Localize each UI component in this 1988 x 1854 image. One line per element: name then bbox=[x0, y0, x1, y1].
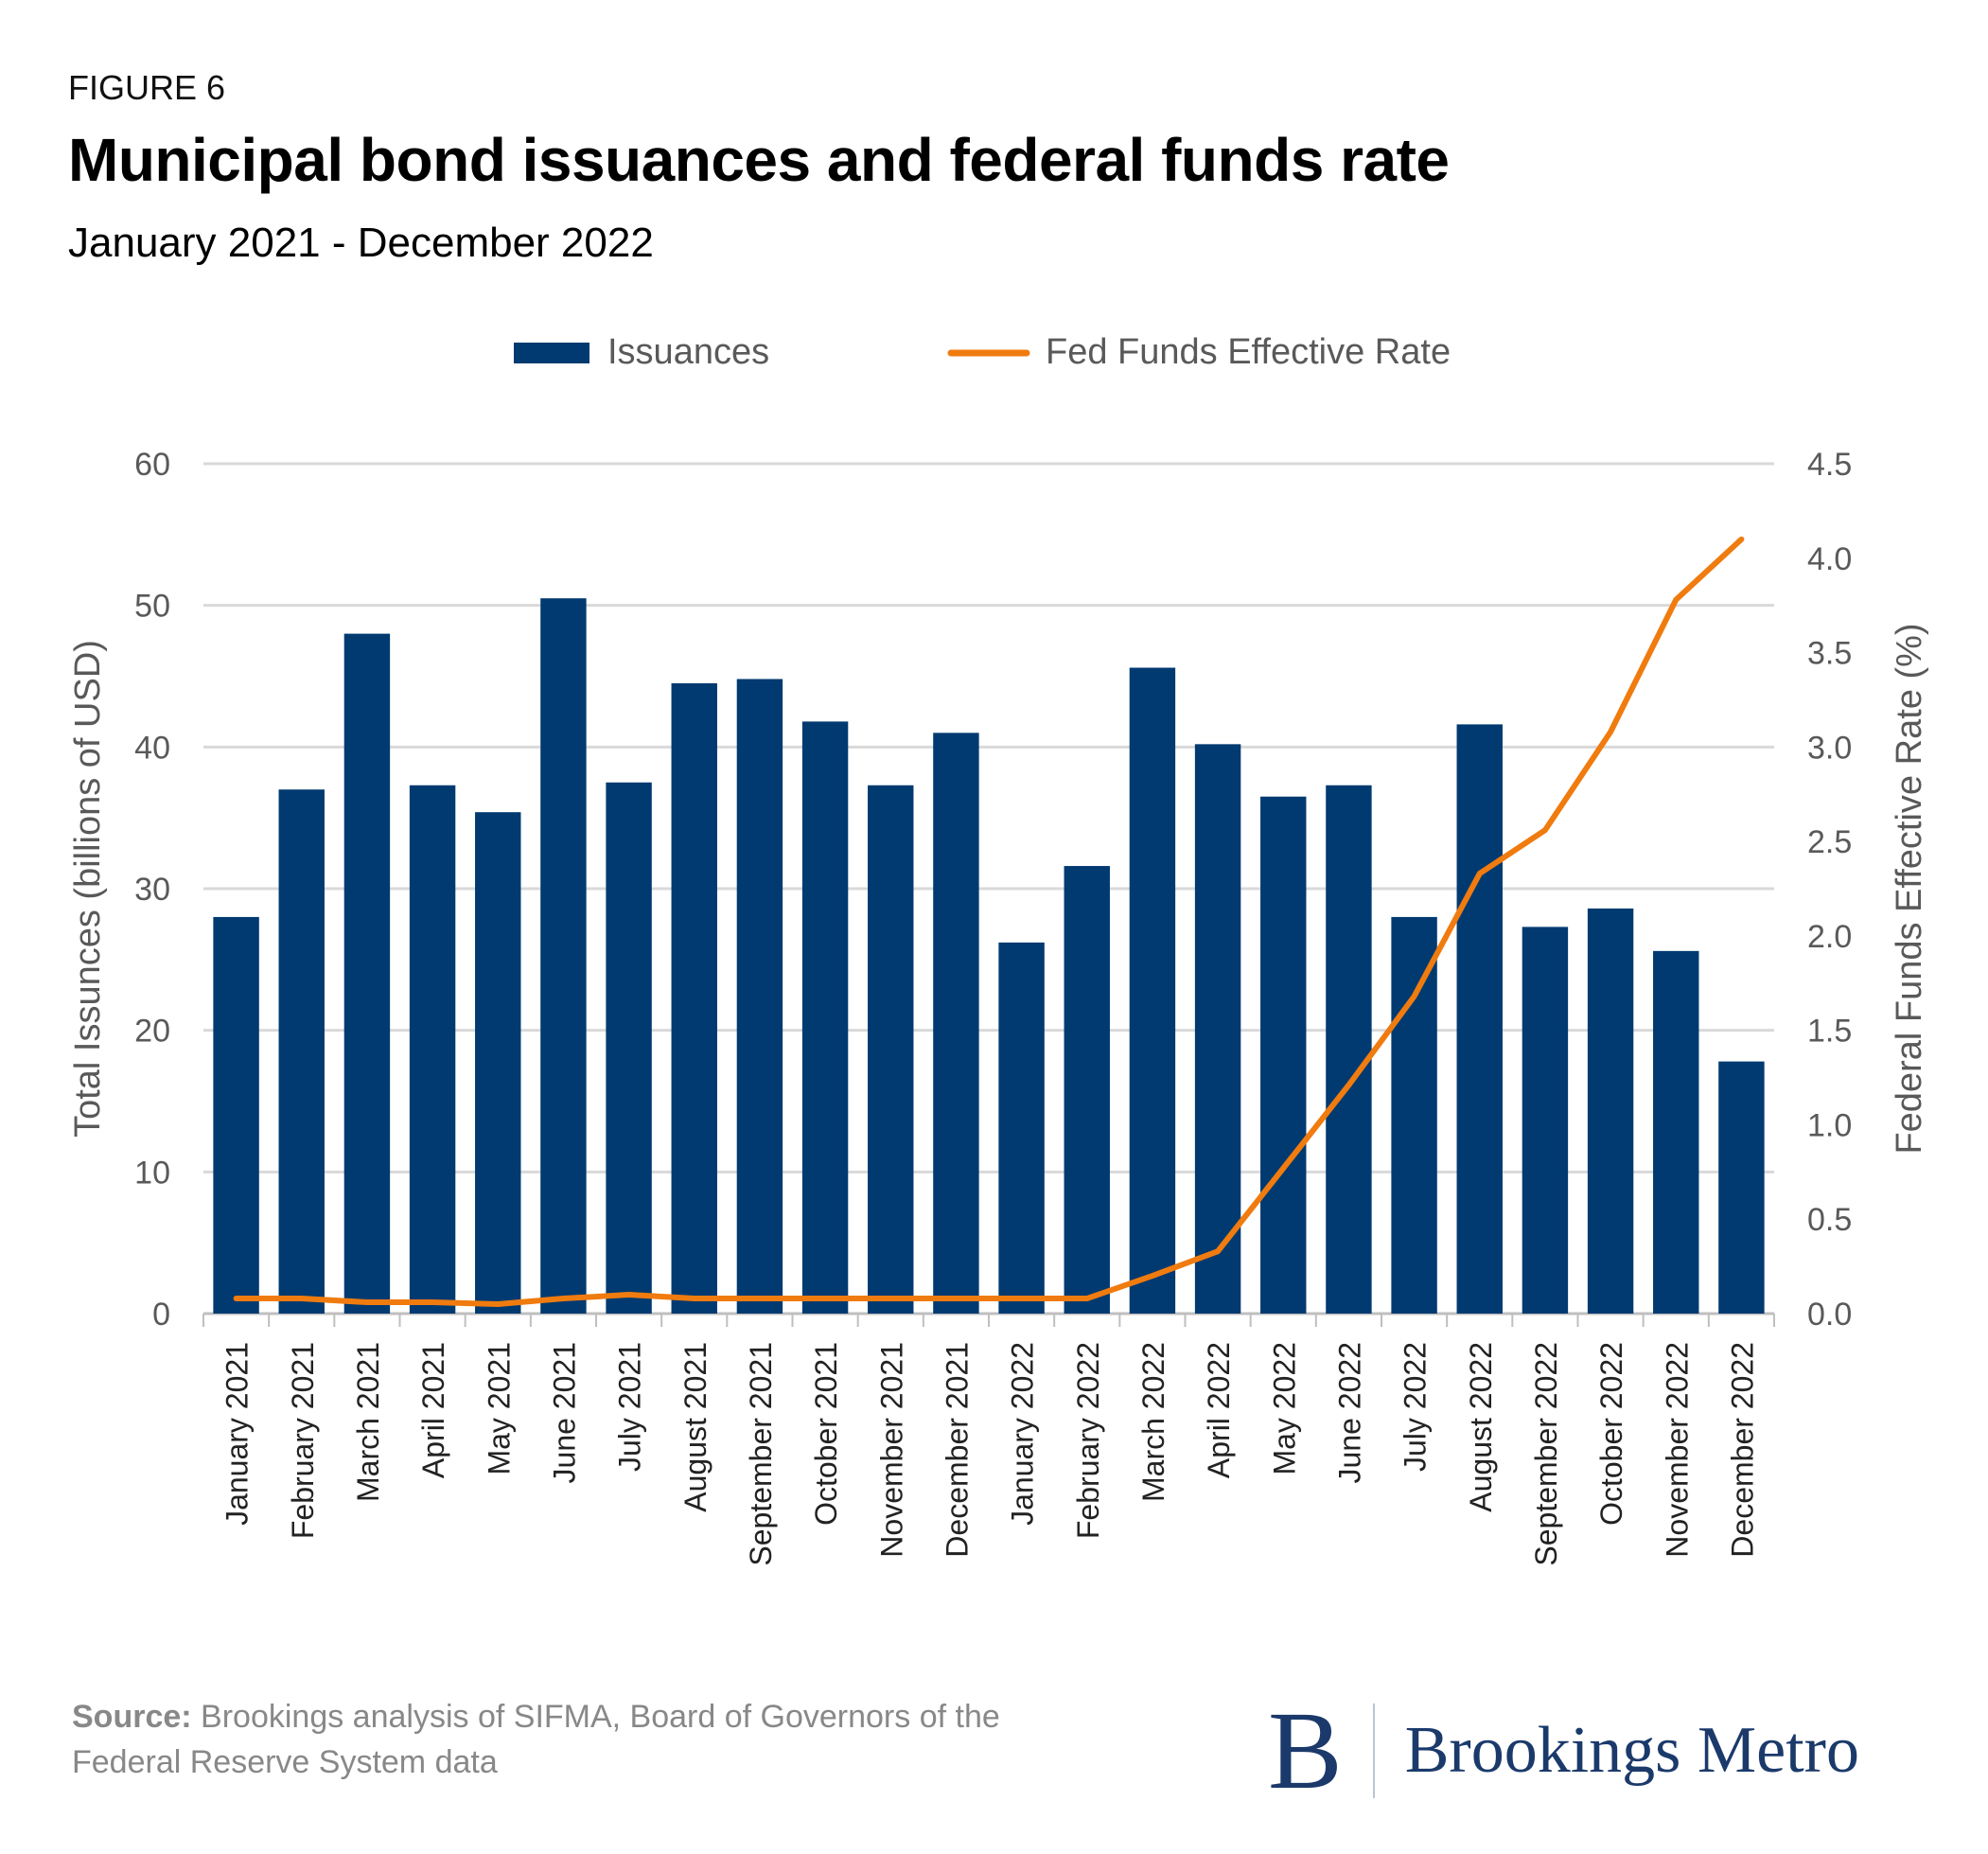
chart-subtitle: January 2021 - December 2022 bbox=[68, 220, 654, 266]
x-tick-label: May 2021 bbox=[482, 1342, 516, 1475]
x-tick-label: July 2022 bbox=[1399, 1342, 1433, 1472]
x-tick-label: February 2021 bbox=[286, 1342, 320, 1539]
y-tick-label: 30 bbox=[134, 872, 170, 908]
x-tick-label: October 2022 bbox=[1594, 1342, 1628, 1526]
bar bbox=[409, 785, 456, 1314]
y2-tick-label: 2.0 bbox=[1807, 919, 1852, 955]
y-tick-label: 60 bbox=[134, 447, 170, 483]
x-tick-label: May 2022 bbox=[1267, 1342, 1301, 1475]
bar-series bbox=[213, 598, 1765, 1314]
bar bbox=[1587, 908, 1634, 1314]
source-note: Source: Brookings analysis of SIFMA, Boa… bbox=[72, 1694, 1113, 1785]
x-tick-label: April 2021 bbox=[416, 1342, 450, 1478]
y2-tick-label: 4.5 bbox=[1807, 447, 1852, 483]
bar bbox=[1064, 866, 1110, 1314]
y2-tick-label: 2.5 bbox=[1807, 824, 1852, 860]
x-tick-label: April 2022 bbox=[1202, 1342, 1236, 1478]
bar bbox=[278, 789, 325, 1314]
logo-divider bbox=[1372, 1704, 1375, 1798]
x-tick-label: August 2022 bbox=[1464, 1342, 1498, 1512]
bar bbox=[998, 942, 1045, 1314]
y-tick-label: 40 bbox=[134, 730, 170, 766]
bar bbox=[1129, 667, 1176, 1314]
line-series bbox=[233, 536, 1745, 1308]
x-tick-label: June 2022 bbox=[1332, 1342, 1366, 1483]
y-tick-label: 0 bbox=[152, 1297, 170, 1333]
bar bbox=[933, 733, 979, 1314]
bar bbox=[475, 812, 521, 1314]
bar bbox=[540, 598, 587, 1314]
x-tick-label: January 2022 bbox=[1006, 1342, 1040, 1526]
brookings-metro-logo: B Brookings Metro bbox=[1268, 1694, 1859, 1808]
bar bbox=[1456, 724, 1503, 1314]
x-tick-label: September 2022 bbox=[1529, 1342, 1563, 1566]
y-tick-label: 10 bbox=[134, 1155, 170, 1191]
bar bbox=[343, 633, 391, 1314]
chart: 0 10 20 30 40 50 60 0.0 0.5 1.0 1.5 2.0 2.5 3.0 3.5 4.0… bbox=[68, 332, 1929, 1566]
rate-line bbox=[233, 536, 1745, 1308]
bar bbox=[1326, 785, 1372, 1314]
bar bbox=[736, 679, 783, 1314]
logo-name: Brookings Metro bbox=[1404, 1714, 1859, 1787]
y2-tick-label: 3.5 bbox=[1807, 636, 1852, 672]
x-tick-label: October 2021 bbox=[809, 1342, 843, 1526]
bar bbox=[213, 916, 259, 1314]
x-tick-label: September 2021 bbox=[744, 1342, 778, 1566]
y2-axis-title: Federal Funds Effective Rate (%) bbox=[1890, 623, 1929, 1154]
x-tick-label: November 2021 bbox=[874, 1342, 908, 1558]
x-tick-label: March 2022 bbox=[1136, 1342, 1170, 1502]
bar bbox=[801, 721, 849, 1314]
x-tick-label: June 2021 bbox=[547, 1342, 581, 1483]
x-tick-label: February 2022 bbox=[1071, 1342, 1105, 1539]
bar bbox=[1391, 916, 1437, 1314]
figure-label: FIGURE 6 bbox=[68, 68, 226, 107]
logo-letter: B bbox=[1268, 1688, 1343, 1812]
chart-title: Municipal bond issuances and federal fun… bbox=[68, 126, 1450, 194]
bar bbox=[868, 785, 914, 1314]
source-text: Brookings analysis of SIFMA, Board of Go… bbox=[72, 1699, 1000, 1780]
x-tick-label: March 2021 bbox=[351, 1342, 385, 1502]
x-tick-label: December 2022 bbox=[1725, 1342, 1759, 1558]
legend-label-issuances: Issuances bbox=[607, 332, 769, 372]
y2-tick-label: 1.0 bbox=[1807, 1107, 1852, 1143]
legend-label-rate: Fed Funds Effective Rate bbox=[1046, 332, 1451, 372]
bar bbox=[1260, 796, 1307, 1314]
y2-tick-label: 0.0 bbox=[1807, 1297, 1852, 1333]
bar bbox=[1718, 1061, 1765, 1314]
x-tick-label: December 2021 bbox=[940, 1342, 974, 1558]
axes: 0 10 20 30 40 50 60 0.0 0.5 1.0 1.5 2.0 2.5 3.0 3.5 4.0… bbox=[68, 447, 1929, 1566]
y-axis-title: Total Issunces (billions of USD) bbox=[68, 640, 108, 1138]
y2-tick-label: 4.0 bbox=[1807, 541, 1852, 577]
legend-swatch-issuances bbox=[514, 343, 589, 363]
bar bbox=[606, 782, 652, 1314]
y2-tick-label: 1.5 bbox=[1807, 1014, 1852, 1050]
source-label: Source: bbox=[72, 1699, 192, 1735]
x-tick-label: November 2022 bbox=[1660, 1342, 1694, 1558]
x-tick-label: August 2021 bbox=[678, 1342, 713, 1512]
y-tick-label: 20 bbox=[134, 1014, 170, 1050]
bar bbox=[1194, 744, 1241, 1314]
bar bbox=[671, 682, 717, 1314]
y2-tick-label: 3.0 bbox=[1807, 730, 1852, 766]
y-tick-label: 50 bbox=[134, 589, 170, 625]
y2-tick-label: 0.5 bbox=[1807, 1202, 1852, 1238]
x-tick-label: July 2021 bbox=[613, 1342, 647, 1472]
x-tick-label: January 2021 bbox=[220, 1342, 255, 1526]
bar bbox=[1522, 927, 1569, 1314]
bar bbox=[1653, 950, 1699, 1314]
legend: Issuances Fed Funds Effective Rate bbox=[514, 332, 1451, 372]
